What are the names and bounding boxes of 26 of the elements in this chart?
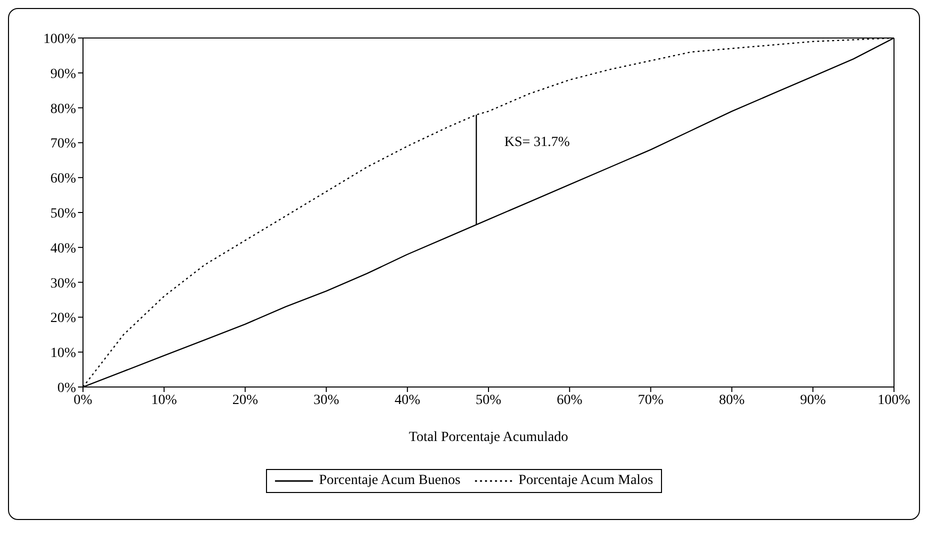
x-axis-title: Total Porcentaje Acumulado — [408, 430, 568, 445]
x-tick-label: 60% — [556, 392, 583, 408]
x-tick-label: 40% — [394, 392, 421, 408]
x-tick-label: 20% — [232, 392, 258, 408]
y-tick-label: 40% — [50, 241, 76, 256]
annotation: KS= 31.7% — [504, 134, 570, 150]
y-tick-label: 0% — [57, 380, 76, 396]
x-tick-label: 100% — [878, 392, 911, 408]
legend-label: Porcentaje Acum Malos — [518, 473, 654, 489]
x-tick-label: 30% — [313, 392, 340, 408]
x-tick-label: 80% — [718, 392, 745, 408]
y-tick-label: 90% — [50, 66, 76, 82]
x-tick-label: 70% — [638, 392, 664, 408]
x-tick-label: 10% — [151, 392, 178, 408]
legend-label: Porcentaje Acum Buenos — [318, 473, 460, 489]
y-tick-label: 100% — [43, 32, 76, 47]
y-tick-label: 70% — [50, 136, 76, 152]
y-tick-label: 20% — [50, 311, 76, 326]
y-tick-label: 10% — [50, 346, 76, 362]
x-tick-label: 0% — [74, 392, 93, 408]
x-tick-label: 90% — [800, 392, 826, 408]
y-tick-label: 60% — [50, 172, 76, 187]
y-tick-label: 30% — [50, 276, 76, 292]
y-tick-label: 50% — [50, 206, 76, 222]
x-tick-label: 50% — [476, 392, 502, 408]
y-tick-label: 80% — [50, 102, 76, 117]
